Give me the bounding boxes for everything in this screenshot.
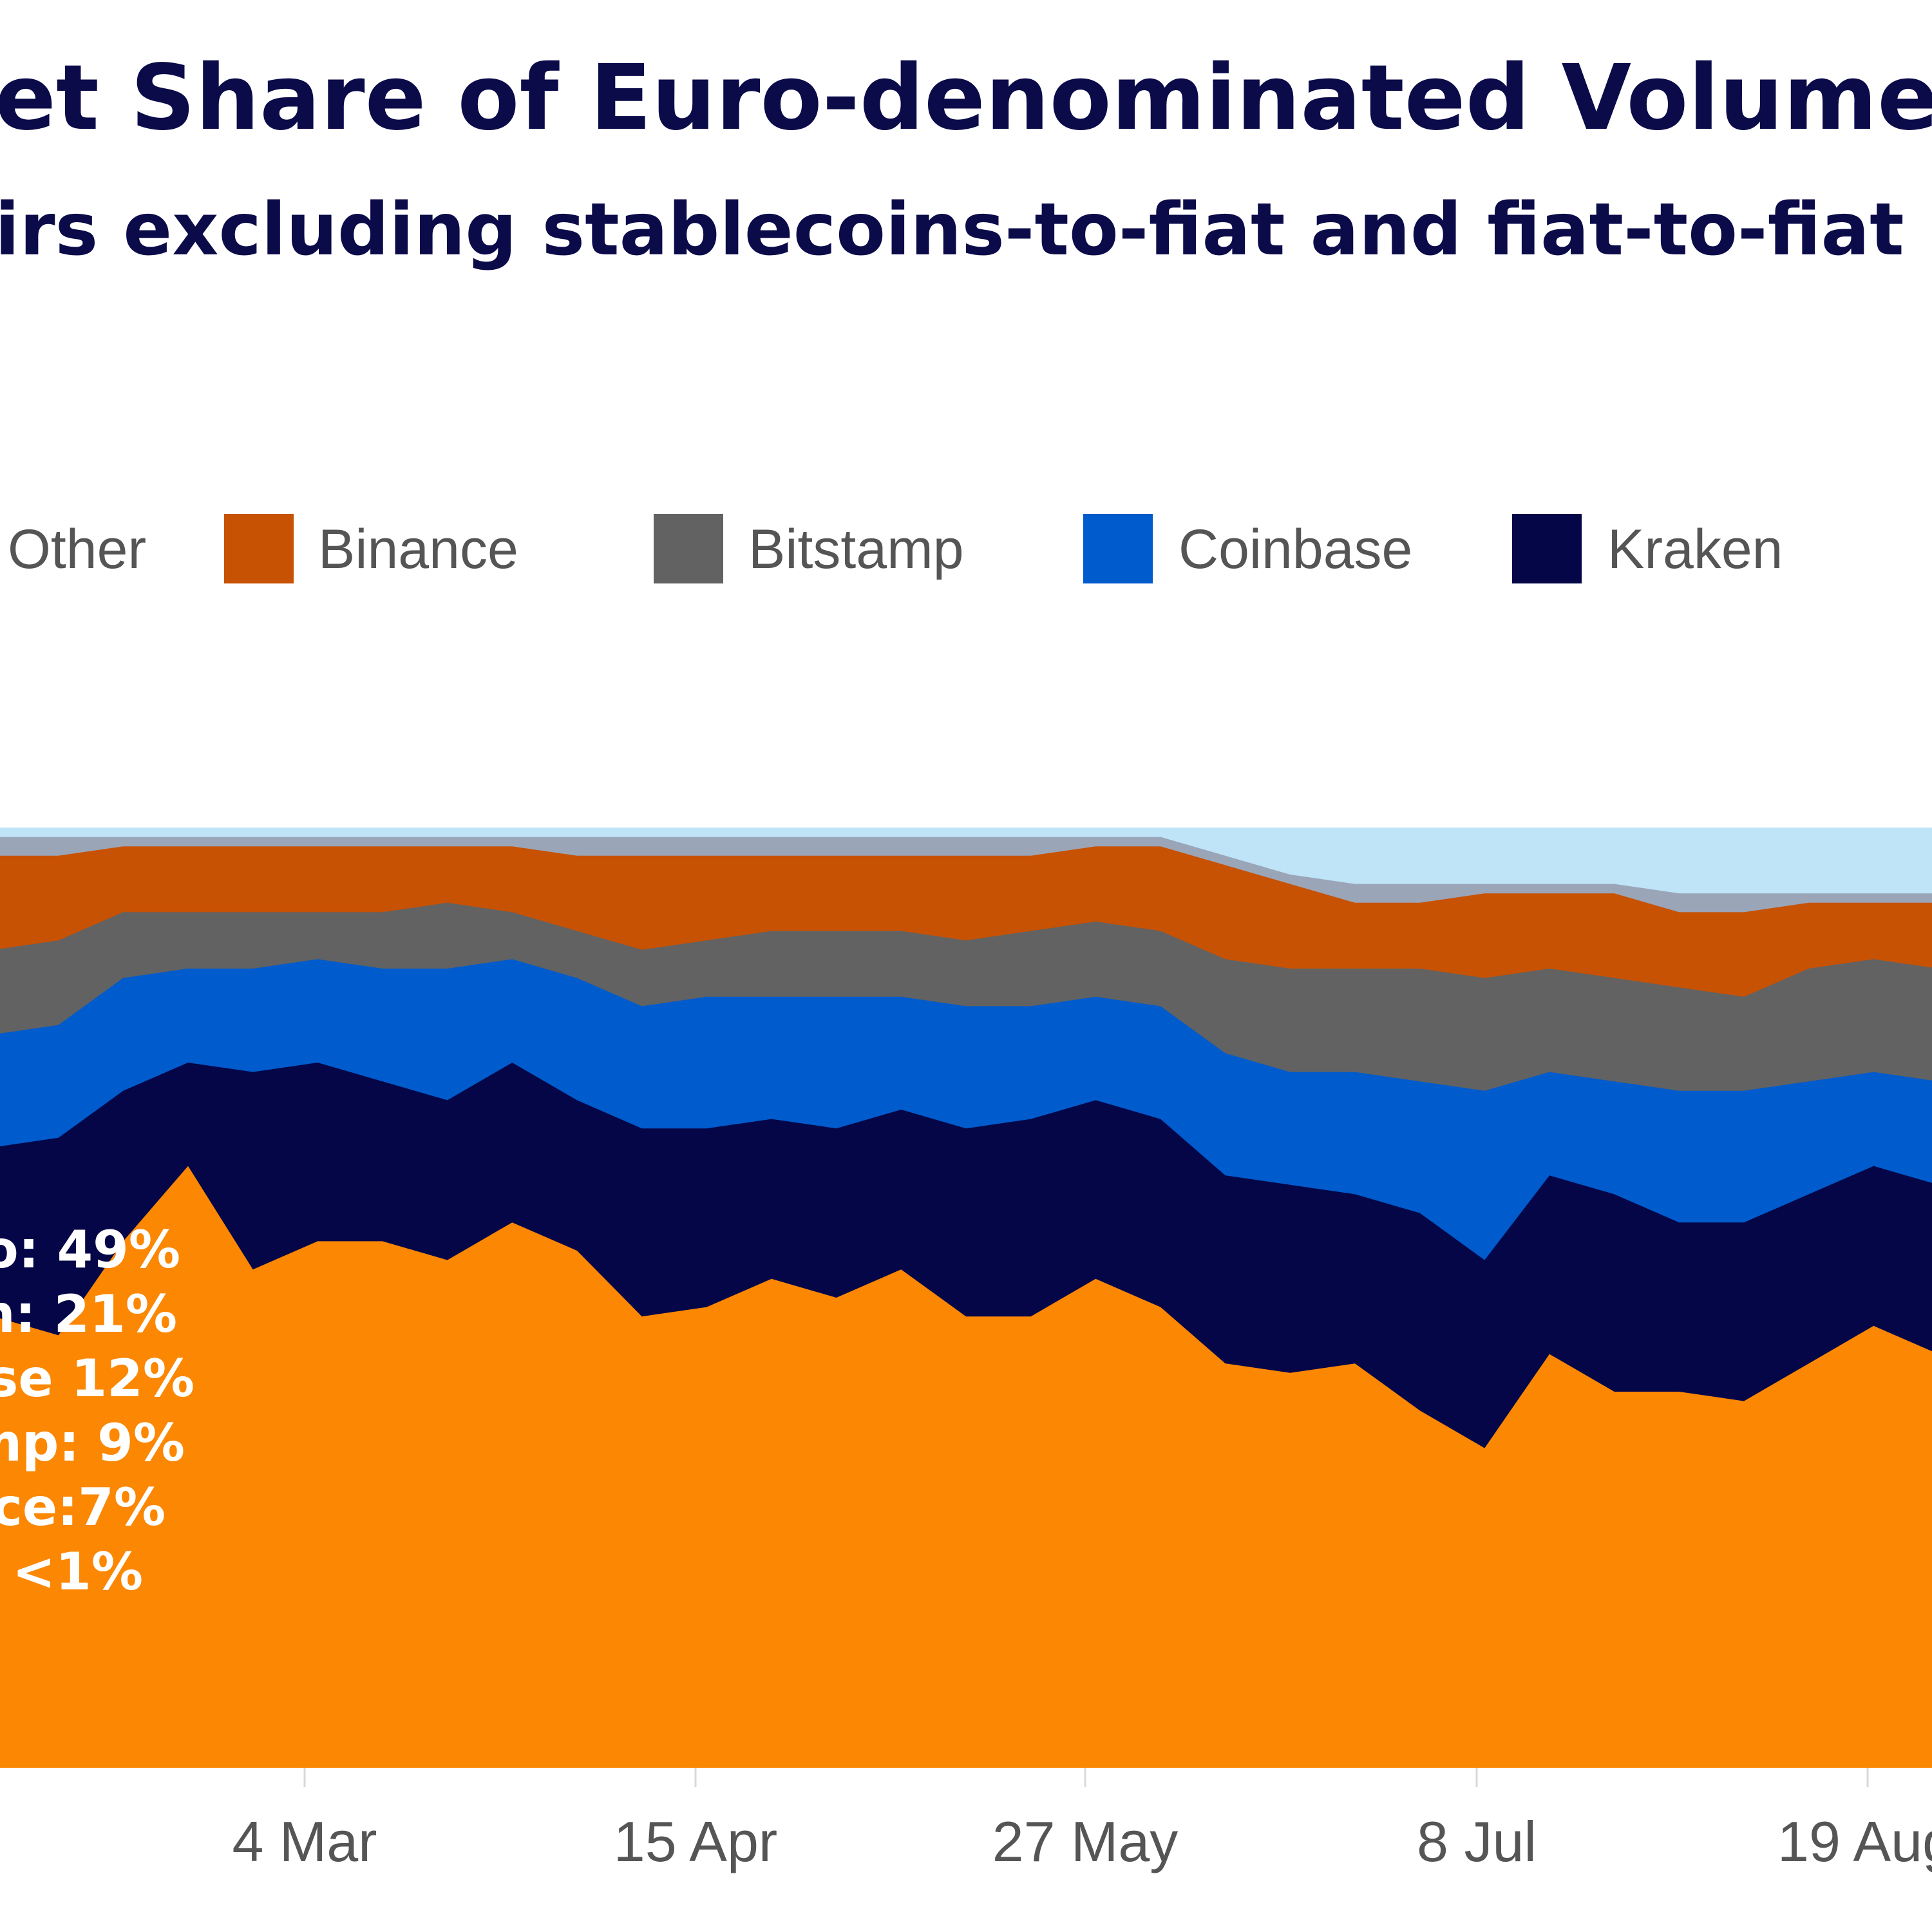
area-bitvavo	[0, 1166, 1932, 1768]
annotation-bitstamp: mp: 9%	[0, 1413, 185, 1473]
share-annotations: o: 49% n: 21% se 12% mp: 9% ce:7% : <1%	[0, 1220, 194, 1602]
x-tick-label-4-mar: 4 Mar	[232, 1810, 377, 1873]
legend-label-bitstamp: Bitstamp	[748, 518, 964, 580]
legend-label-coinbase: Coinbase	[1179, 518, 1412, 580]
legend-label-other: Other	[8, 518, 146, 580]
chart-legend: Other Binance Bitstamp Coinbase Kraken	[8, 514, 1783, 583]
legend-swatch-kraken	[1512, 514, 1582, 583]
legend-swatch-coinbase	[1083, 514, 1153, 583]
annotation-coinbase: se 12%	[0, 1349, 194, 1408]
annotation-binance: ce:7%	[0, 1477, 166, 1537]
annotation-other: : <1%	[0, 1542, 143, 1602]
legend-swatch-bitstamp	[654, 514, 723, 583]
x-tick-marks	[303, 1768, 1869, 1787]
legend-label-kraken: Kraken	[1607, 518, 1783, 580]
x-tick-label-19-aug: 19 Aug	[1777, 1810, 1932, 1873]
chart-title: et Share of Euro-denominated Volume	[0, 46, 1932, 151]
x-tick-label-8-jul: 8 Jul	[1417, 1810, 1537, 1873]
legend-swatch-binance	[224, 514, 294, 583]
annotation-bitvavo: o: 49%	[0, 1220, 180, 1280]
annotation-kraken: n: 21%	[0, 1284, 177, 1344]
area-layers	[0, 828, 1932, 1768]
chart-subtitle: irs excluding stablecoins-to-fiat and fi…	[0, 188, 1932, 272]
x-tick-label-15-apr: 15 Apr	[614, 1810, 777, 1873]
legend-label-binance: Binance	[318, 518, 518, 580]
x-axis: 4 Mar 15 Apr 27 May 8 Jul 19 Aug	[232, 1810, 1932, 1873]
x-tick-label-27-may: 27 May	[992, 1810, 1179, 1873]
